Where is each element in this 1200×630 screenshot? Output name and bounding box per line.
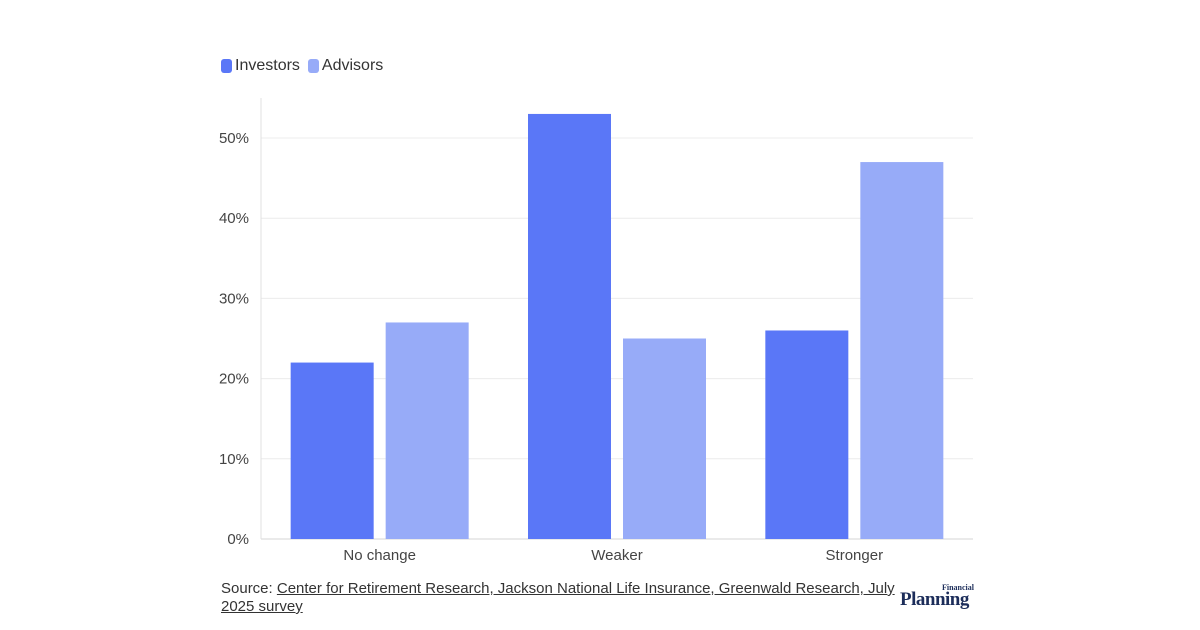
legend-swatch-investors [221, 59, 232, 73]
x-tick-label: Weaker [591, 547, 642, 564]
logo-small-text: Financial [941, 583, 974, 592]
bar-investors-stronger [765, 330, 849, 539]
y-tick-label: 10% [219, 451, 249, 468]
y-tick-label: 50% [219, 130, 249, 147]
legend-label-investors: Investors [235, 57, 300, 74]
bar-investors-no-change [290, 362, 374, 539]
x-tick-label: Stronger [826, 547, 884, 564]
bar-advisors-stronger [860, 162, 944, 539]
bar-chart: 0% 10% 20% 30% 40% 50% No change Weaker Stronger [219, 98, 973, 564]
bar-investors-weaker [528, 113, 611, 539]
bar-advisors-no-change [385, 322, 469, 539]
source-prefix: Source: [221, 580, 277, 597]
logo-big-text: Planning [900, 589, 969, 610]
legend-item-investors[interactable]: Investors [221, 57, 300, 75]
legend-swatch-advisors [307, 59, 319, 73]
y-tick-label: 40% [219, 210, 249, 227]
bar-advisors-weaker [623, 338, 706, 539]
y-tick-label: 20% [219, 371, 249, 388]
legend-label-advisors: Advisors [321, 57, 384, 74]
y-tick-label: 30% [219, 290, 249, 307]
legend-item-advisors[interactable]: Advisors [307, 57, 384, 75]
chart-legend: Investors Advisors [221, 57, 383, 75]
financial-planning-logo: Financial Planning [900, 583, 980, 610]
y-tick-label: 0% [227, 531, 249, 548]
x-tick-label: No change [343, 547, 416, 564]
source-note: Source: Center for Retirement Research, … [221, 580, 901, 616]
source-link[interactable]: Center for Retirement Research, Jackson … [221, 580, 895, 615]
